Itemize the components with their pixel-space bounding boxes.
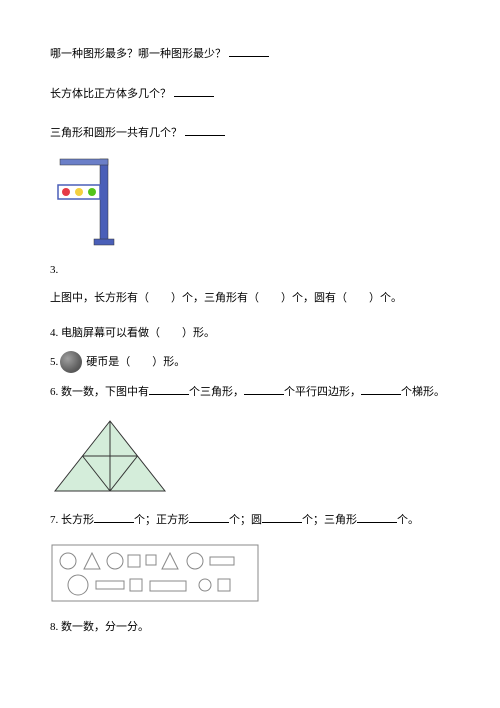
q7-text: 6. 数一数，下图中有 <box>50 386 149 398</box>
q3-text: 三角形和圆形一共有几个？ <box>50 127 182 139</box>
q2-text: 长方体比正方体多几个？ <box>50 88 171 100</box>
question-1: 哪一种图形最多？哪一种图形最少？ <box>50 45 450 63</box>
q4-num: 3. <box>50 264 58 276</box>
question-6: 5. 硬币是（ ）形。 <box>50 351 450 373</box>
question-3: 三角形和圆形一共有几个？ <box>50 124 450 142</box>
q5-text: 4. 电脑屏幕可以看做（ ）形。 <box>50 327 215 339</box>
q6-suffix: 硬币是（ ）形。 <box>86 354 185 371</box>
question-9: 8. 数一数，分一分。 <box>50 619 450 636</box>
q7-end: 个梯形。 <box>401 386 445 398</box>
question-2: 长方体比正方体多几个？ <box>50 85 450 103</box>
blank <box>357 511 397 523</box>
triangle-figure <box>50 416 450 496</box>
q6-prefix: 5. <box>50 354 58 371</box>
blank <box>361 383 401 395</box>
question-4-num: 3. <box>50 262 450 279</box>
triangle-svg <box>50 416 170 496</box>
blank <box>244 383 284 395</box>
blank <box>174 85 214 97</box>
blank <box>149 383 189 395</box>
question-7: 6. 数一数，下图中有 个三角形， 个平行四边形， 个梯形。 <box>50 383 450 401</box>
shapes-box-svg <box>50 543 260 603</box>
q7-mid2: 个平行四边形， <box>284 386 361 398</box>
q9-text: 8. 数一数，分一分。 <box>50 621 149 633</box>
q8-c: 个；圆 <box>229 514 262 526</box>
coin-icon <box>60 351 82 373</box>
blank <box>189 511 229 523</box>
q8-b: 个；正方形 <box>134 514 189 526</box>
q8-a: 7. 长方形 <box>50 514 94 526</box>
q8-d: 个；三角形 <box>302 514 357 526</box>
question-4: 上图中，长方形有（ ）个，三角形有（ ）个，圆有（ ）个。 <box>50 290 450 307</box>
question-8: 7. 长方形 个；正方形 个；圆 个；三角形 个。 <box>50 511 450 529</box>
question-5: 4. 电脑屏幕可以看做（ ）形。 <box>50 325 450 342</box>
blank <box>229 45 269 57</box>
q1-text: 哪一种图形最多？哪一种图形最少？ <box>50 48 226 60</box>
q8-e: 个。 <box>397 514 419 526</box>
shapes-box-figure <box>50 543 450 603</box>
q7-mid1: 个三角形， <box>189 386 244 398</box>
traffic-light-figure <box>50 157 450 247</box>
q4-text: 上图中，长方形有（ ）个，三角形有（ ）个，圆有（ ）个。 <box>50 292 402 304</box>
blank <box>185 124 225 136</box>
blank <box>94 511 134 523</box>
traffic-light-svg <box>50 157 130 247</box>
blank <box>262 511 302 523</box>
